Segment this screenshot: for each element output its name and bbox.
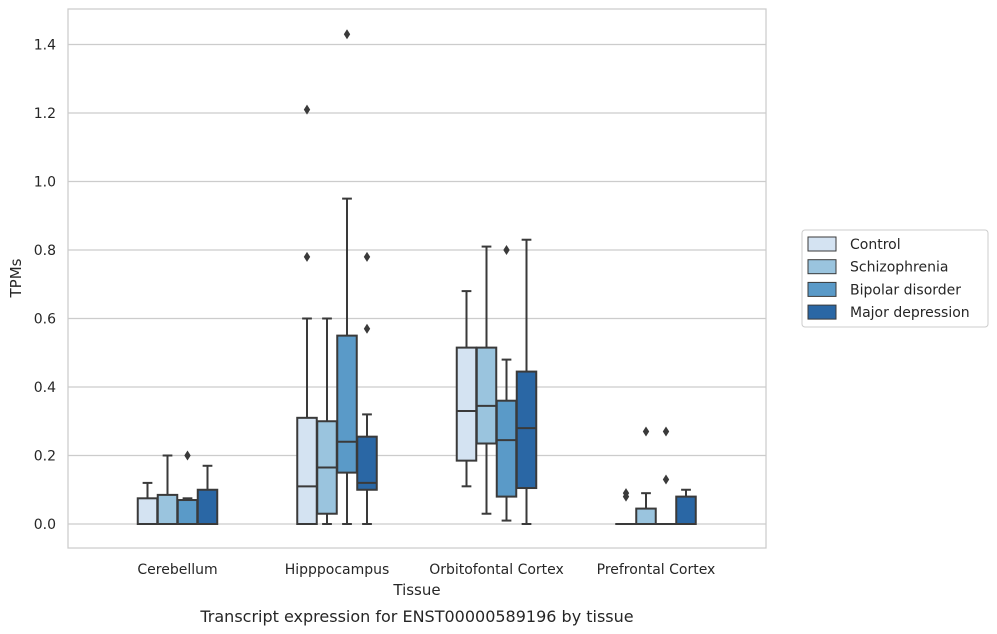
x-tick-label: Hipppocampus bbox=[285, 562, 390, 578]
outlier-point bbox=[662, 474, 670, 485]
y-axis-label: TPMs bbox=[7, 258, 25, 298]
box-1-3 bbox=[356, 251, 378, 525]
box-1-0 bbox=[296, 104, 318, 526]
legend-swatch bbox=[807, 281, 837, 297]
x-axis-label: Tissue bbox=[392, 581, 440, 599]
box-1-2 bbox=[336, 29, 358, 525]
box-body bbox=[176, 499, 199, 525]
outlier-point bbox=[662, 426, 670, 437]
box-body bbox=[336, 334, 358, 474]
box-0-3 bbox=[196, 464, 219, 525]
outlier-point bbox=[622, 488, 630, 499]
legend: Control Schizophrenia Bipolar disorder Majo… bbox=[801, 229, 989, 328]
outlier-point bbox=[303, 104, 311, 115]
outlier-point bbox=[363, 251, 371, 262]
box-body bbox=[675, 495, 697, 526]
box-body bbox=[356, 435, 378, 491]
x-tick-label: Prefrontal Cortex bbox=[597, 562, 716, 578]
box-0-0 bbox=[136, 481, 159, 525]
legend-frame bbox=[801, 229, 989, 328]
box-body bbox=[156, 493, 179, 526]
x-tick-labels: Cerebellum Hipppocampus Orbitofontal Corte… bbox=[137, 562, 715, 578]
x-tick-label: Orbitofontal Cortex bbox=[429, 562, 564, 578]
outlier-point bbox=[184, 450, 191, 461]
legend-label: Bipolar disorder bbox=[850, 282, 961, 298]
box-body bbox=[515, 370, 538, 490]
y-tick-label: 0.0 bbox=[34, 517, 56, 533]
outlier-point bbox=[503, 245, 510, 255]
box-2-3 bbox=[515, 238, 538, 525]
legend-swatch bbox=[807, 236, 837, 252]
box-plot-series bbox=[136, 29, 697, 526]
legend-swatch bbox=[807, 304, 837, 320]
box-body bbox=[475, 346, 498, 445]
legend-label: Control bbox=[850, 237, 901, 253]
y-tick-label: 1.2 bbox=[34, 106, 56, 122]
x-tick-label: Cerebellum bbox=[137, 562, 217, 578]
box-3-3 bbox=[675, 488, 697, 526]
y-tick-label: 0.8 bbox=[34, 243, 56, 259]
box-3-2 bbox=[655, 426, 677, 526]
plot-area bbox=[67, 8, 767, 549]
box-0-2 bbox=[176, 450, 199, 525]
y-tick-label: 0.6 bbox=[34, 312, 56, 328]
box-body bbox=[196, 488, 219, 525]
outlier-point bbox=[363, 323, 371, 334]
y-tick-label: 0.4 bbox=[34, 380, 56, 396]
box-3-1 bbox=[635, 426, 657, 525]
y-tick-label: 0.2 bbox=[34, 449, 56, 465]
outlier-point bbox=[642, 426, 650, 437]
chart-title: Transcript expression for ENST0000058919… bbox=[199, 607, 633, 626]
outlier-point bbox=[343, 29, 351, 40]
box-body bbox=[495, 399, 518, 498]
box-body bbox=[296, 416, 318, 526]
y-tick-label: 1.4 bbox=[34, 38, 56, 54]
legend-label: Schizophrenia bbox=[850, 260, 948, 276]
box-1-1 bbox=[316, 317, 338, 525]
y-tick-label: 1.0 bbox=[34, 175, 56, 191]
box-body bbox=[635, 507, 657, 525]
box-body bbox=[455, 346, 478, 462]
legend-label: Major depression bbox=[850, 305, 970, 321]
box-body bbox=[136, 497, 159, 525]
outlier-point bbox=[303, 251, 311, 262]
legend-swatch bbox=[807, 259, 837, 275]
box-2-1 bbox=[475, 245, 498, 515]
y-tick-labels: 0.0 0.2 0.4 0.6 0.8 1.0 1.2 1.4 bbox=[34, 38, 56, 534]
